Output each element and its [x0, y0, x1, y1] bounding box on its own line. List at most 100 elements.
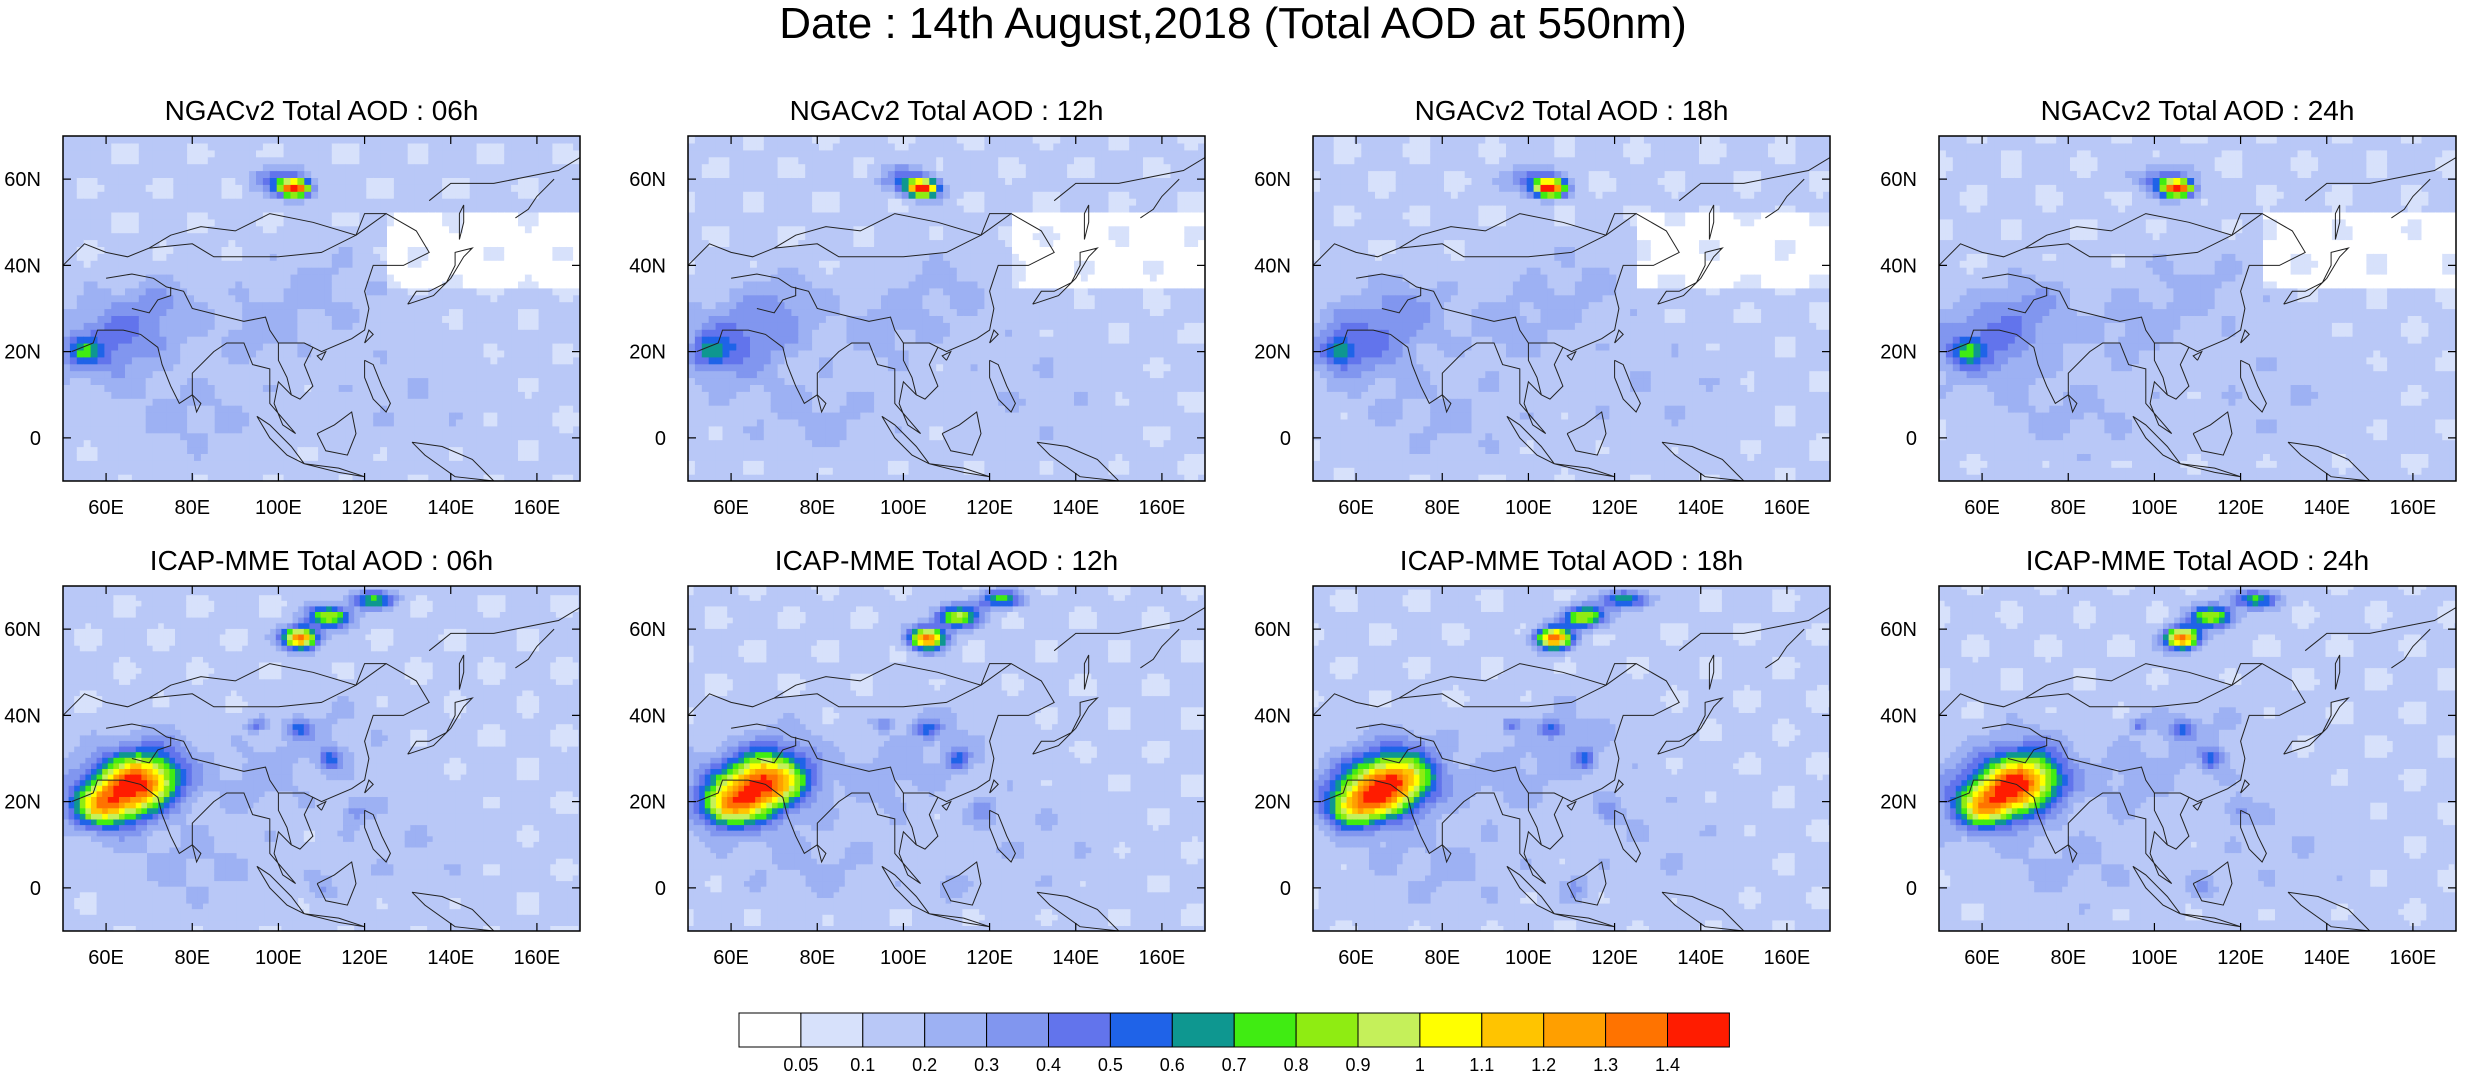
lon-tick-label: 100E [2131, 497, 2178, 519]
lat-tick-label: 0 [1280, 878, 1291, 900]
lon-tick-label: 80E [2050, 497, 2086, 519]
map-panel: NGACv2 Total AOD : 24h 60E 80E 100E 120E 140E… [1880, 95, 2457, 519]
lon-tick-label: 140E [2303, 497, 2350, 519]
lon-tick-label: 120E [966, 947, 1013, 969]
lat-tick-label: 40N [629, 705, 666, 727]
lon-tick-label: 100E [2131, 947, 2178, 969]
lat-tick-label: 0 [30, 878, 41, 900]
colorbar-label: 0.4 [1036, 1055, 1061, 1071]
panel-frame [1938, 585, 2457, 932]
colorbar-box [1419, 1012, 1483, 1048]
lon-tick-label: 80E [799, 947, 835, 969]
lon-tick-label: 60E [1338, 947, 1374, 969]
lon-tick-label: 80E [799, 497, 835, 519]
aod-field [63, 586, 580, 931]
panel-frame [687, 585, 1206, 932]
lat-tick-label: 40N [1880, 705, 1917, 727]
lon-tick-label: 60E [1964, 497, 2000, 519]
lon-tick-label: 140E [427, 947, 474, 969]
lon-tick-label: 160E [514, 947, 561, 969]
aod-field [63, 136, 580, 481]
lat-tick-label: 60N [1254, 619, 1291, 641]
colorbar-box [800, 1012, 864, 1048]
lat-tick-label: 20N [1880, 792, 1917, 814]
lon-tick-label: 100E [880, 947, 927, 969]
lon-tick-label: 120E [1591, 497, 1638, 519]
colorbar-label: 1.4 [1655, 1055, 1680, 1071]
coastlines [688, 157, 1205, 481]
lon-tick-label: 160E [1139, 947, 1186, 969]
lon-tick-label: 80E [1424, 497, 1460, 519]
lat-tick-label: 60N [629, 169, 666, 191]
lat-tick-label: 60N [1254, 169, 1291, 191]
lon-tick-label: 160E [2390, 947, 2437, 969]
colorbar-box [1605, 1012, 1668, 1048]
panel-frame [1312, 135, 1831, 482]
lat-tick-label: 60N [1880, 619, 1917, 641]
lon-tick-label: 60E [713, 497, 749, 519]
lat-tick-label: 20N [4, 342, 41, 364]
lat-tick-label: 40N [4, 705, 41, 727]
lat-tick-label: 40N [4, 255, 41, 277]
panel-title: ICAP-MME Total AOD : 18h [1400, 545, 1743, 576]
lon-tick-label: 80E [174, 497, 210, 519]
lon-tick-label: 60E [1964, 947, 2000, 969]
colorbar: 0.05 0.1 0.2 0.3 0.4 0.5 0.6 0.7 0.8 0.9 1 1.1 1.2 1.… [738, 1012, 1730, 1071]
colorbar-box [1667, 1012, 1730, 1048]
figure-title: Date : 14th August,2018 (Total AOD at 55… [0, 0, 2466, 48]
panel-title: ICAP-MME Total AOD : 24h [2026, 545, 2369, 576]
coastlines [63, 607, 580, 931]
lon-tick-label: 120E [2217, 947, 2264, 969]
map-panel: ICAP-MME Total AOD : 12h 60E 80E 100E 120E 14… [629, 545, 1206, 969]
map-panel: NGACv2 Total AOD : 18h 60E 80E 100E 120E 140E… [1254, 95, 1831, 519]
aod-field [1313, 136, 1830, 481]
coastlines [63, 157, 580, 481]
lon-tick-label: 100E [1505, 947, 1552, 969]
colorbar-box [1357, 1012, 1421, 1048]
lon-tick-label: 160E [1764, 947, 1811, 969]
aod-field [688, 136, 1205, 481]
lat-tick-label: 40N [629, 255, 666, 277]
panel-frame [1312, 585, 1831, 932]
lon-tick-label: 140E [2303, 947, 2350, 969]
coastlines [1313, 607, 1830, 931]
panel-title: ICAP-MME Total AOD : 12h [775, 545, 1118, 576]
lat-tick-label: 0 [1906, 878, 1917, 900]
lat-tick-label: 20N [629, 342, 666, 364]
aod-field [1939, 586, 2456, 931]
lon-tick-label: 140E [427, 497, 474, 519]
panel-title: NGACv2 Total AOD : 12h [790, 95, 1104, 126]
lon-tick-label: 160E [2390, 497, 2437, 519]
colorbar-box [1481, 1012, 1545, 1048]
colorbar-box [862, 1012, 926, 1048]
panel-title: NGACv2 Total AOD : 06h [165, 95, 479, 126]
lat-tick-label: 20N [4, 792, 41, 814]
map-panels: NGACv2 Total AOD : 06h 60E 80E 100E 120E 140E… [4, 95, 2457, 969]
lat-tick-label: 60N [1880, 169, 1917, 191]
lon-tick-label: 100E [255, 497, 302, 519]
lon-tick-label: 120E [2217, 497, 2264, 519]
lon-tick-label: 140E [1052, 947, 1099, 969]
panel-frame [62, 135, 581, 482]
lon-tick-label: 160E [1764, 497, 1811, 519]
colorbar-label: 0.7 [1222, 1055, 1247, 1071]
coastlines [1313, 157, 1830, 481]
lon-tick-label: 100E [255, 947, 302, 969]
colorbar-box [1048, 1012, 1111, 1048]
lat-tick-label: 0 [1280, 428, 1291, 450]
lon-tick-label: 140E [1052, 497, 1099, 519]
colorbar-box [986, 1012, 1049, 1048]
coastlines [1939, 157, 2456, 481]
lon-tick-label: 140E [1677, 497, 1724, 519]
coastlines [1939, 607, 2456, 931]
colorbar-label: 1 [1415, 1055, 1425, 1071]
lon-tick-label: 140E [1677, 947, 1724, 969]
lon-tick-label: 160E [514, 497, 561, 519]
lat-tick-label: 40N [1254, 705, 1291, 727]
lon-tick-label: 80E [2050, 947, 2086, 969]
lat-tick-label: 0 [30, 428, 41, 450]
lat-tick-label: 40N [1254, 255, 1291, 277]
lat-tick-label: 20N [629, 792, 666, 814]
lat-tick-label: 60N [4, 619, 41, 641]
lon-tick-label: 120E [341, 947, 388, 969]
